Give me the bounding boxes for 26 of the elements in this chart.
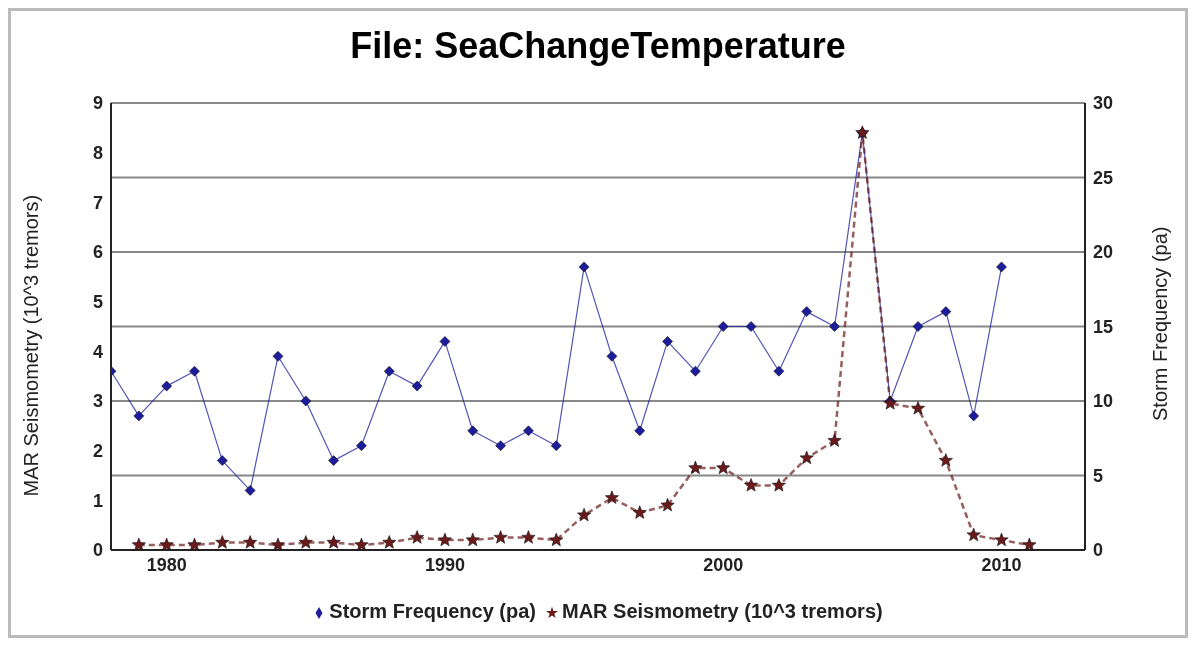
y2-tick-label: 25	[1093, 167, 1114, 188]
y-tick-label: 6	[92, 242, 103, 263]
x-tick-label: 1990	[424, 554, 465, 575]
y-axis-title: MAR Seismometry (10^3 tremors)	[20, 194, 43, 497]
y2-tick-label: 10	[1093, 391, 1114, 412]
y2-tick-label: 30	[1093, 93, 1114, 114]
y-tick-label: 4	[92, 341, 103, 362]
y2-axis-title: Storm Frequency (pa)	[1149, 226, 1172, 422]
chart-title: File: SeaChangeTemperature	[349, 24, 847, 68]
x-tick-label: 2010	[981, 554, 1022, 575]
y-tick-label: 0	[92, 540, 103, 561]
x-tick-label: 2000	[703, 554, 744, 575]
x-tick-label: 1980	[146, 554, 187, 575]
y-tick-label: 9	[92, 93, 103, 114]
y-tick-label: 3	[92, 391, 103, 412]
y-tick-label: 1	[92, 490, 103, 511]
y2-tick-label: 20	[1093, 242, 1114, 263]
y-tick-label: 8	[92, 143, 103, 164]
y2-tick-label: 5	[1093, 465, 1104, 486]
legend-label: Storm Frequency (pa)	[329, 600, 536, 622]
y2-tick-label: 0	[1093, 540, 1104, 561]
y2-tick-label: 15	[1093, 316, 1114, 337]
y-tick-label: 5	[92, 292, 103, 313]
y-tick-label: 2	[92, 441, 103, 462]
y-tick-label: 7	[92, 192, 103, 213]
legend-label: MAR Seismometry (10^3 tremors)	[562, 600, 883, 622]
